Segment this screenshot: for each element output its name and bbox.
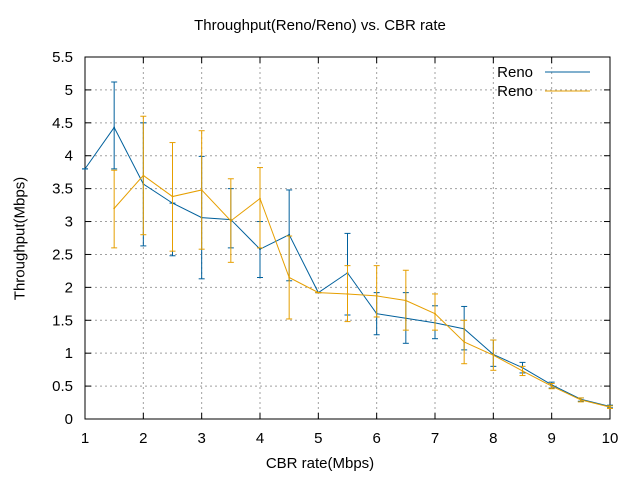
y-tick-label: 3	[65, 214, 73, 231]
data-point	[375, 295, 378, 297]
data-point	[579, 399, 582, 401]
data-point	[521, 370, 524, 372]
data-point	[550, 385, 553, 387]
data-point	[259, 197, 261, 200]
x-tick-label: 6	[372, 430, 380, 447]
series-2	[111, 115, 613, 409]
y-tick-label: 2.5	[52, 246, 73, 263]
series-1	[82, 81, 613, 409]
data-point	[434, 312, 436, 315]
data-point	[288, 233, 291, 236]
chart-title: Throughput(Reno/Reno) vs. CBR rate	[194, 17, 446, 34]
data-point	[200, 189, 203, 191]
series-line	[113, 174, 611, 408]
legend-label: Reno	[497, 83, 533, 100]
x-tick-label: 1	[81, 430, 89, 447]
y-tick-label: 5.5	[52, 49, 73, 66]
x-tick-label: 7	[431, 430, 439, 447]
y-tick-label: 4	[65, 148, 73, 165]
legend-label: Reno	[497, 64, 533, 81]
data-point	[113, 207, 116, 210]
data-point	[609, 406, 611, 409]
data-point	[259, 248, 261, 251]
data-point	[229, 219, 232, 222]
legend: Reno Reno	[497, 64, 590, 100]
x-tick-label: 10	[602, 430, 619, 447]
y-tick-label: 1.5	[52, 312, 73, 329]
y-tick-label: 2	[65, 279, 73, 296]
y-tick-label: 5	[65, 82, 73, 99]
series	[82, 81, 613, 409]
data-point	[463, 341, 466, 343]
x-tick-label: 8	[489, 430, 497, 447]
x-tick-label: 2	[139, 430, 147, 447]
data-point	[317, 291, 320, 294]
data-point	[346, 293, 349, 295]
data-point	[404, 299, 407, 302]
y-tick-label: 0.5	[52, 378, 73, 395]
data-point	[171, 195, 174, 198]
data-point	[113, 126, 116, 129]
data-point	[142, 174, 145, 177]
y-tick-label: 4.5	[52, 115, 73, 132]
x-axis-label: CBR rate(Mbps)	[265, 455, 375, 472]
data-point	[492, 354, 495, 357]
axes: 1 2 3 4 5 6 7 8 9 10 0 0.5 1 1.5 2 2.5 3 3.5 4 4.5 5 5.5	[52, 49, 618, 447]
y-tick-label: 0	[65, 411, 73, 428]
y-tick-label: 1	[65, 345, 73, 362]
x-tick-label: 5	[314, 430, 322, 447]
data-point	[84, 167, 86, 170]
y-tick-label: 3.5	[52, 181, 73, 198]
x-tick-label: 4	[256, 430, 264, 447]
x-tick-label: 9	[547, 430, 555, 447]
plot-frame	[84, 56, 611, 420]
data-point	[288, 276, 291, 279]
x-tick-label: 3	[197, 430, 205, 447]
